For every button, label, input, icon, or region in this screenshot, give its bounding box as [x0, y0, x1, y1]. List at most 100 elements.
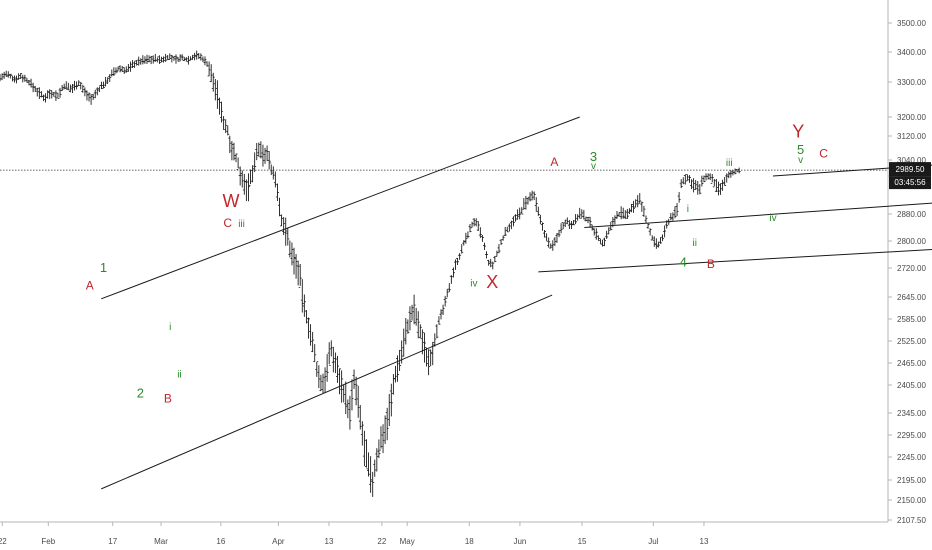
ohlc-bar: [406, 319, 410, 334]
ohlc-bar: [634, 199, 638, 208]
ohlc-bar: [681, 177, 685, 185]
ohlc-bar: [654, 238, 658, 249]
ohlc-bar: [663, 225, 667, 238]
y-tick-label: 2800.00: [897, 237, 926, 246]
ohlc-bar: [313, 344, 317, 363]
ohlc-bar: [563, 219, 567, 228]
ohlc-bar: [110, 69, 114, 77]
ohlc-bar: [97, 85, 101, 93]
wave-label: C: [223, 216, 232, 230]
ohlc-bar: [298, 264, 302, 288]
ohlc-bar: [213, 78, 217, 101]
ohlc-bar: [120, 65, 124, 72]
ohlc-bar: [383, 415, 387, 444]
ohlc-bar: [429, 349, 433, 367]
trendline-flat-upper: [772, 164, 932, 177]
wave-label: i: [687, 204, 689, 215]
ohlc-bar: [582, 209, 586, 220]
ohlc-bar: [551, 240, 555, 251]
ohlc-bar: [495, 250, 499, 257]
ohlc-bar: [348, 395, 352, 430]
x-tick-label: Jul: [648, 537, 658, 546]
ohlc-bar: [367, 452, 371, 477]
ohlc-bar: [193, 52, 197, 61]
ohlc-bar: [126, 64, 130, 72]
ohlc-bar: [687, 175, 691, 183]
ohlc-bar: [642, 205, 646, 217]
wave-label: C: [819, 147, 828, 161]
ohlc-bar: [178, 54, 182, 62]
ohlc-bar: [124, 66, 128, 73]
ohlc-bar: [226, 125, 230, 136]
ohlc-bar: [648, 228, 652, 236]
ohlc-bar: [83, 87, 87, 97]
ohlc-bar: [425, 347, 429, 367]
ohlc-bar: [393, 365, 397, 383]
ohlc-bar: [509, 220, 513, 230]
ohlc-bar: [644, 215, 648, 223]
ohlc-bar: [41, 94, 45, 102]
ohlc-bar: [19, 73, 23, 79]
ohlc-bar: [309, 324, 313, 346]
ohlc-bar: [4, 70, 8, 77]
ohlc-bar: [677, 192, 681, 203]
ohlc-bar: [441, 304, 445, 315]
ohlc-bar: [44, 93, 48, 103]
y-tick-label: 2645.00: [897, 293, 926, 302]
ohlc-bar: [269, 162, 273, 176]
ohlc-bar: [360, 421, 364, 446]
ohlc-bar: [549, 243, 553, 249]
ohlc-bar: [77, 80, 81, 87]
ohlc-bar: [518, 207, 522, 220]
x-tick-label: May: [400, 537, 415, 546]
ohlc-bar: [557, 229, 561, 238]
ohlc-bar: [70, 83, 74, 93]
ohlc-bar: [569, 220, 573, 229]
y-tick-label: 3200.00: [897, 113, 926, 122]
ohlc-bar: [273, 171, 277, 188]
wave-label: X: [486, 272, 498, 292]
ohlc-bar: [50, 90, 54, 99]
ohlc-bar: [104, 76, 108, 87]
ohlc-bar: [342, 384, 346, 403]
price-bars: [0, 50, 741, 497]
last-price-tag-bg: [889, 162, 931, 177]
ohlc-bar: [543, 230, 547, 238]
ohlc-bar: [228, 135, 232, 154]
ohlc-bar: [6, 71, 10, 78]
ohlc-bar: [0, 74, 2, 82]
ohlc-bar: [482, 242, 486, 250]
ohlc-bar: [706, 173, 710, 180]
x-tick-label: 17: [108, 537, 117, 546]
countdown-tag-bg: [889, 176, 931, 190]
ohlc-bar: [474, 218, 478, 227]
ohlc-bar: [696, 180, 700, 195]
ohlc-bar: [284, 217, 288, 246]
ohlc-bar: [729, 170, 733, 178]
ohlc-bar: [25, 77, 29, 83]
wave-label: iv: [470, 279, 477, 290]
ohlc-bar: [280, 214, 284, 227]
ohlc-bar: [658, 237, 662, 244]
wave-label: A: [550, 155, 558, 169]
ohlc-bar: [580, 209, 584, 219]
ohlc-bar: [8, 73, 12, 79]
ohlc-bar: [536, 206, 540, 216]
ohlc-bar: [603, 237, 607, 247]
x-tick-label: 15: [578, 537, 587, 546]
ohlc-bar: [335, 355, 339, 383]
ohlc-bar: [188, 56, 192, 61]
ohlc-bar: [586, 216, 590, 224]
ohlc-bar: [151, 55, 155, 64]
ohlc-bar: [721, 179, 725, 191]
ohlc-bar: [391, 374, 395, 395]
ohlc-bar: [323, 367, 327, 393]
ohlc-bar: [275, 183, 279, 202]
ohlc-bar: [418, 324, 422, 339]
ohlc-bar: [317, 365, 321, 389]
ohlc-bar: [694, 180, 698, 191]
ohlc-bar: [619, 206, 623, 220]
ohlc-bar: [514, 214, 518, 222]
ohlc-bar: [306, 317, 310, 339]
